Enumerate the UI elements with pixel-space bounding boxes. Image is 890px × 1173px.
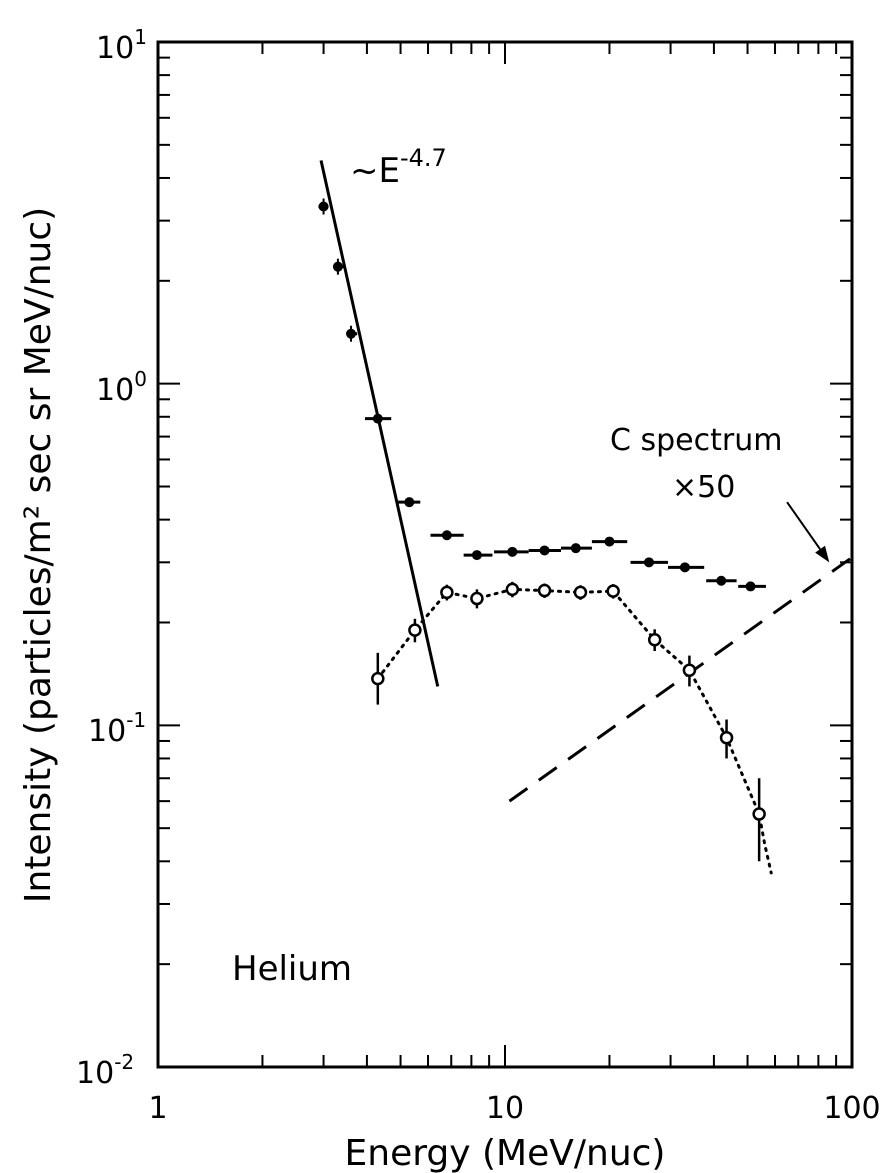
open-point <box>537 583 552 598</box>
svg-text:10-1: 10-1 <box>88 708 146 749</box>
x-tick-label-1: 1 <box>148 1091 167 1126</box>
filled-point <box>318 201 329 212</box>
filled-point <box>332 261 343 272</box>
y-tick-label-0.1: 10-1 <box>88 708 146 749</box>
plot-frame <box>156 40 854 1069</box>
y-tick-label-1: 100 <box>96 367 147 408</box>
filled-point <box>716 575 727 586</box>
series-filled-circles <box>318 198 766 592</box>
c-spectrum-arrow <box>786 501 830 563</box>
power-law-fit-line <box>319 160 440 687</box>
svg-text:101: 101 <box>96 25 147 66</box>
y-tick-label-0.01: 10-2 <box>76 1050 134 1091</box>
svg-text:100: 100 <box>96 367 147 408</box>
filled-point <box>643 557 654 568</box>
open-point <box>505 582 520 597</box>
open-point <box>606 584 620 598</box>
filled-point <box>471 550 482 561</box>
x-tick-label-100: 100 <box>823 1091 880 1126</box>
open-series-dotted-connector <box>376 587 773 875</box>
open-point <box>470 591 484 606</box>
svg-text:10-2: 10-2 <box>76 1050 134 1091</box>
x-axis-title: Energy (MeV/nuc) <box>345 1133 666 1173</box>
axis-ticks <box>158 42 852 1067</box>
open-point <box>647 633 662 647</box>
open-point <box>719 730 734 745</box>
x-tick-label-10: 10 <box>486 1091 524 1126</box>
filled-point <box>441 530 452 541</box>
filled-point <box>745 581 756 592</box>
filled-point <box>570 543 581 554</box>
power-law-annotation: ~E-4.7 <box>350 144 447 191</box>
filled-point <box>539 545 550 556</box>
filled-point <box>679 562 690 573</box>
y-axis-title: Intensity (particles/m² sec sr MeV/nuc) <box>18 207 59 903</box>
open-point <box>408 623 422 637</box>
c-spectrum-dashed-line <box>508 556 853 803</box>
filled-point <box>604 536 615 547</box>
species-label: Helium <box>232 949 352 989</box>
filled-point <box>507 546 518 557</box>
open-point <box>371 671 385 686</box>
open-point <box>440 585 454 600</box>
filled-point <box>404 497 415 508</box>
y-tick-label-10: 101 <box>96 25 147 66</box>
series-open-circles <box>371 581 773 875</box>
filled-point <box>346 328 357 339</box>
filled-point <box>372 413 383 424</box>
open-point <box>573 585 588 600</box>
open-point <box>752 807 766 821</box>
c-spectrum-label: C spectrum <box>610 423 782 458</box>
open-point <box>682 663 697 677</box>
c-spectrum-multiplier: ×50 <box>672 470 735 505</box>
